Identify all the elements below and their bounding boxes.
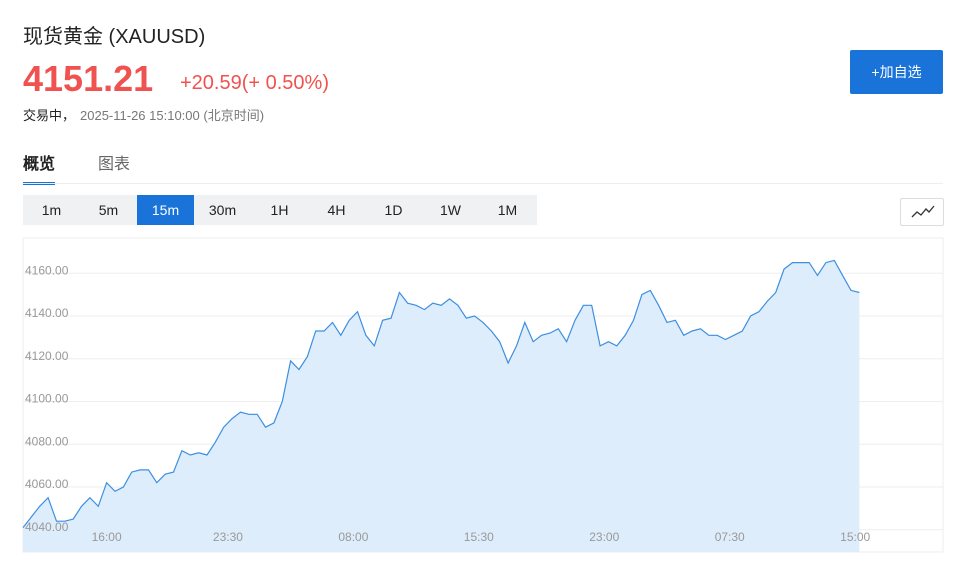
x-tick-label: 15:00 [840,530,870,544]
interval-button[interactable]: 15m [137,195,194,225]
interval-bar: 1m 5m 15m 30m 1H 4H 1D 1W 1M [23,195,537,225]
interval-button[interactable]: 1H [270,202,289,218]
y-tick-label: 4100.00 [25,392,69,406]
interval-button[interactable]: 5m [98,202,119,218]
price: 4151.21 [23,58,154,99]
x-tick-label: 08:00 [338,530,368,544]
interval-button[interactable]: 1M [497,202,518,218]
divider [23,183,943,184]
interval-button[interactable]: 4H [327,202,346,218]
add-watchlist-button[interactable]: +加自选 [850,50,943,94]
tab[interactable]: 图表 [98,156,131,173]
y-tick-label: 4140.00 [25,306,69,320]
x-tick-label: 23:00 [589,530,619,544]
trade-status: 交易中， [23,108,76,123]
interval-button[interactable]: 1W [440,202,461,218]
x-tick-label: 16:00 [92,530,122,544]
timestamp: 2025-11-26 15:10:00 (北京时间) [80,108,265,123]
x-tick-label: 15:30 [464,530,494,544]
interval-button[interactable]: 1m [41,202,62,218]
chart-style-button[interactable] [900,198,944,226]
interval-button[interactable]: 30m [208,202,237,218]
price-line [22,259,860,528]
interval-button[interactable]: 1D [384,202,403,218]
y-tick-label: 4160.00 [25,263,69,277]
area-fill [23,260,860,552]
y-tick-label: 4060.00 [25,477,69,491]
y-tick-label: 4040.00 [25,520,69,534]
price-change: +20.59(+ 0.50%) [180,72,329,94]
x-tick-label: 07:30 [715,530,745,544]
x-tick-label: 23:30 [213,530,243,544]
y-tick-label: 4120.00 [25,349,69,363]
instrument-title: 现货黄金 (XAUUSD) [23,26,206,48]
y-tick-label: 4080.00 [25,434,69,448]
chart-style-icon [911,205,935,218]
